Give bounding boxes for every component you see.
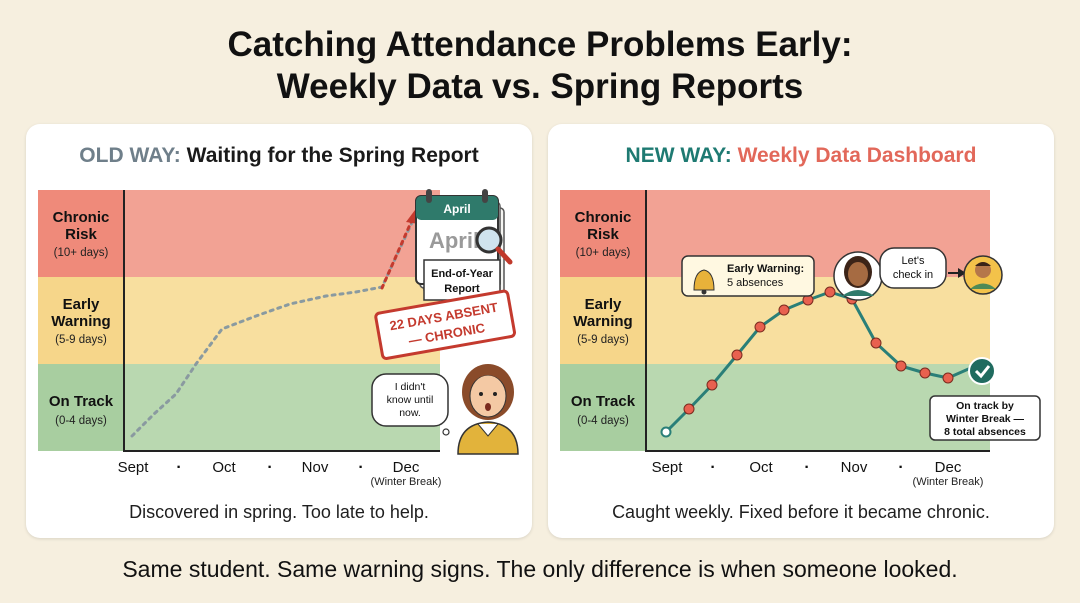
bubble-line-3: now. [399,407,421,419]
x-tick-label: · [267,459,272,476]
weekly-point [683,403,695,415]
x-tick-label: Dec [935,459,962,476]
x-tick-label: Oct [749,459,773,476]
zone-label-bg [38,190,124,277]
alert-title: Early Warning: [727,263,804,275]
zone-label-bg [560,190,646,277]
weekly-point [919,367,931,379]
report-line-1: End-of-Year [431,268,493,280]
bell-icon [693,269,715,291]
x-tick-label: · [804,459,809,476]
magnifier-icon [475,226,503,254]
title-line-2: Weekly Data vs. Spring Reports [276,67,804,106]
bubble-line-1: Let's [902,255,925,267]
x-tick-label: · [898,459,903,476]
spike-arrow-line [380,218,414,290]
zone-band [124,190,440,277]
new-way-panel: NEW WAY: Weekly Data Dashboard Chronic Ri… [548,124,1054,538]
weekly-point [754,321,766,333]
report-line-2: Report [444,283,480,295]
new-way-label: NEW WAY: [625,144,732,167]
calendar-big-month: April [429,228,479,253]
zone-label-line-2: Risk [65,226,97,243]
weekly-point [895,360,907,372]
weekly-point [870,337,882,349]
on-track-callout: On track by Winter Break — 8 total absen… [929,395,1041,441]
old-way-heading: OLD WAY: Waiting for the Spring Report [26,144,532,168]
weekly-point [942,372,954,384]
zone-label: Early [585,296,622,313]
x-tick-label: Dec [393,459,420,476]
zone-label-bg [38,364,124,451]
absent-stamp: 22 DAYS ABSENT — CHRONIC [374,289,517,360]
student-avatar-icon [963,255,1003,295]
old-way-panel: OLD WAY: Waiting for the Spring Report C… [26,124,532,538]
weekly-point [660,426,672,438]
old-way-title: Waiting for the Spring Report [186,144,479,167]
x-tick-label: Nov [841,459,868,476]
zone-label: Chronic [575,209,632,226]
bottom-takeaway: Same student. Same warning signs. The on… [122,556,958,582]
zone-range: (10+ days) [576,247,631,259]
bubble-line-2: know until [387,394,434,406]
worried-teacher-icon [457,364,519,455]
old-trend-line [130,212,418,438]
calendar-report-icon: April April End-of-Year Report [415,189,513,301]
zone-label-bg [38,277,124,364]
x-tick-sublabel: (Winter Break) [913,476,984,488]
alert-subtitle: 5 absences [727,277,784,289]
zone-range: (10+ days) [54,247,109,259]
zone-label: On Track [49,393,114,410]
zone-label-line-2: Warning [573,313,632,330]
x-tick-label: Sept [652,459,684,476]
weekly-point [778,304,790,316]
weekly-point [824,286,836,298]
new-way-caption: Caught weekly. Fixed before it became ch… [612,502,990,522]
weekly-point [731,349,743,361]
x-tick-label: Nov [302,459,329,476]
x-tick-sublabel: (Winter Break) [371,476,442,488]
teacher-avatar-icon [833,251,883,301]
x-tick-label: Oct [212,459,236,476]
old-way-caption: Discovered in spring. Too late to help. [129,502,429,522]
new-way-title: Weekly Data Dashboard [737,144,977,167]
zone-label-bg [560,364,646,451]
x-tick-label: · [176,459,181,476]
ontrack-line-3: 8 total absences [944,426,1026,438]
zone-range: (5-9 days) [577,334,629,346]
zone-label-bg [560,277,646,364]
zone-label: On Track [571,393,636,410]
weekly-point [706,379,718,391]
zone-range: (0-4 days) [577,415,629,427]
x-tick-label: · [358,459,363,476]
zone-range: (5-9 days) [55,334,107,346]
zone-label-line-2: Warning [51,313,110,330]
zone-label-line-2: Risk [587,226,619,243]
x-tick-label: Sept [118,459,150,476]
check-in-bubble: Let's check in [879,247,947,289]
page-title: Catching Attendance Problems Early: Week… [0,24,1080,108]
new-way-heading: NEW WAY: Weekly Data Dashboard [548,144,1054,168]
ontrack-line-2: Winter Break — [946,413,1025,425]
zone-range: (0-4 days) [55,415,107,427]
zone-label: Early [63,296,100,313]
x-tick-label: · [710,459,715,476]
old-way-label: OLD WAY: [79,144,181,167]
zone-label: Chronic [53,209,110,226]
calendar-month: April [443,202,470,216]
early-warning-alert: Early Warning: 5 absences [681,255,815,297]
ontrack-line-1: On track by [956,400,1014,412]
bubble-line-1: I didn't [395,381,426,393]
speech-bubble: I didn't know until now. [371,373,450,436]
bubble-line-2: check in [893,269,933,281]
check-badge-icon [968,357,996,385]
title-line-1: Catching Attendance Problems Early: [227,25,853,64]
